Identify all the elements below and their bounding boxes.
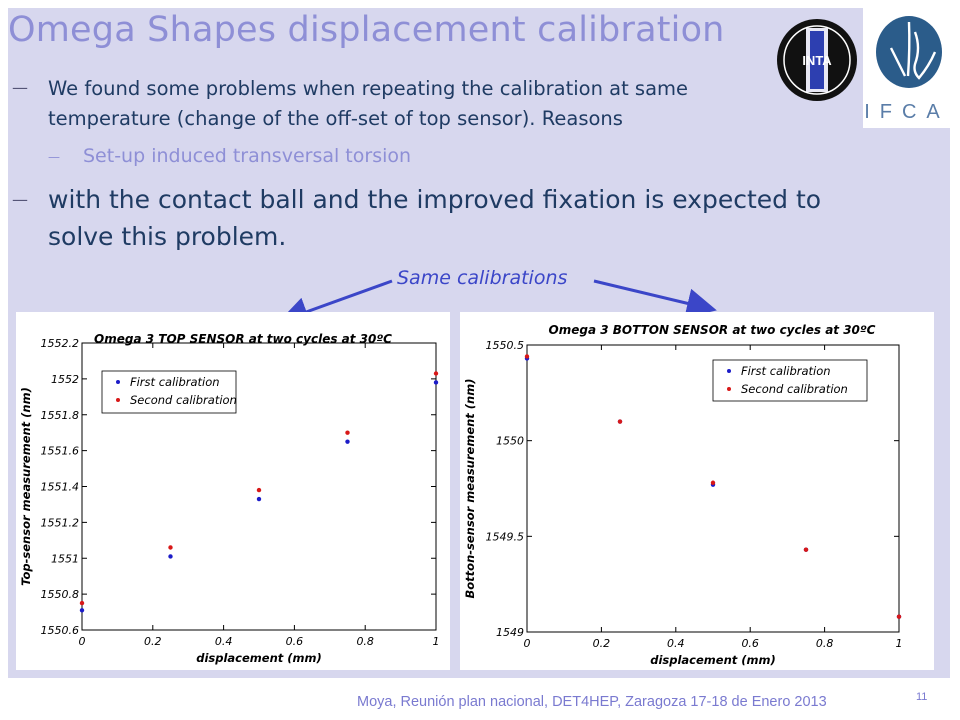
x-tick-label: 0.2: [593, 637, 611, 650]
ifca-logo-text: IFCA: [864, 101, 950, 123]
y-tick-label: 1550.8: [41, 588, 80, 601]
data-point-second: [617, 419, 623, 424]
footer-citation: Moya, Reunión plan nacional, DET4HEP, Za…: [357, 694, 827, 710]
slide-title: Omega Shapes displacement calibration: [8, 10, 725, 50]
data-point-first: [433, 380, 439, 385]
y-tick-label: 1551.2: [41, 516, 80, 529]
data-point-second: [896, 614, 902, 619]
y-axis-label: Botton-sensor measurement (nm): [463, 379, 477, 599]
bullet-marker: —: [12, 190, 28, 209]
page-number: 11: [916, 691, 928, 703]
y-tick-label: 1552: [51, 373, 79, 386]
x-tick-label: 0.6: [741, 637, 759, 650]
y-tick-label: 1551.4: [41, 481, 80, 494]
y-tick-label: 1550: [496, 435, 524, 448]
data-point-first: [168, 554, 173, 559]
data-point-second: [79, 600, 85, 606]
chart-title: Omega 3 TOP SENSOR at two cycles at 30ºC: [94, 332, 392, 346]
inta-logo-text: INTA: [802, 53, 832, 68]
bottom-sensor-chart: Omega 3 BOTTON SENSOR at two cycles at 3…: [463, 323, 903, 667]
x-tick-label: 0.2: [144, 635, 162, 648]
y-axis-label: Top-sensor measurement (nm): [19, 387, 33, 586]
data-point-first: [345, 439, 350, 444]
x-tick-label: 0.8: [356, 635, 374, 648]
legend-label: Second calibration: [130, 393, 237, 407]
x-tick-label: 1: [433, 635, 440, 648]
data-point-second: [803, 547, 809, 552]
ifca-logo: IFCA: [863, 8, 951, 128]
y-tick-label: 1551: [51, 552, 79, 565]
legend-label: Second calibration: [741, 382, 848, 396]
y-tick-label: 1550.6: [41, 624, 80, 637]
plot-frame: [526, 344, 900, 633]
y-tick-label: 1549: [496, 626, 524, 639]
x-tick-label: 0.8: [816, 637, 834, 650]
chart-panel-bottom-sensor: Omega 3 BOTTON SENSOR at two cycles at 3…: [460, 312, 934, 670]
data-point-second: [524, 354, 530, 359]
top-sensor-chart: Omega 3 TOP SENSOR at two cycles at 30ºC…: [19, 332, 440, 665]
data-point-first: [256, 496, 262, 502]
legend-marker: [116, 398, 120, 402]
legend-marker: [727, 369, 731, 373]
chart-panel-top-sensor: Omega 3 TOP SENSOR at two cycles at 30ºC…: [16, 312, 450, 670]
bullet-2-text: with the contact ball and the improved f…: [48, 185, 822, 251]
legend-box: [712, 359, 868, 402]
legend-box: [101, 370, 237, 414]
sub-bullet-text: Set-up induced transversal torsion: [83, 145, 412, 167]
data-point-second: [168, 545, 173, 550]
legend-label: First calibration: [741, 364, 831, 378]
arrow-right: [593, 279, 717, 319]
y-tick-label: 1551.6: [41, 445, 80, 458]
data-point-second: [433, 371, 439, 376]
y-tick-label: 1552.2: [41, 337, 80, 350]
bullet-1-text: We found some problems when repeating th…: [48, 77, 689, 130]
data-point-first: [79, 608, 85, 613]
x-tick-label: 0.4: [215, 635, 233, 648]
data-point-second: [256, 487, 262, 493]
annotation-label: Same calibrations: [397, 267, 568, 289]
data-point-second: [710, 480, 716, 485]
x-tick-label: 1: [896, 637, 903, 650]
chart-title: Omega 3 BOTTON SENSOR at two cycles at 3…: [549, 323, 876, 337]
y-tick-label: 1549.5: [486, 530, 525, 543]
y-tick-label: 1551.8: [41, 409, 80, 422]
x-tick-label: 0.6: [286, 635, 304, 648]
legend-label: First calibration: [130, 375, 220, 389]
x-tick-label: 0: [79, 635, 86, 648]
inta-logo: INTA: [777, 19, 857, 101]
legend-marker: [116, 380, 120, 384]
x-axis-label: displacement (mm): [196, 651, 322, 665]
sub-bullet-marker: —: [48, 150, 60, 164]
bullet-marker: —: [12, 78, 28, 97]
x-axis-label: displacement (mm): [650, 653, 776, 667]
x-tick-label: 0.4: [667, 637, 685, 650]
y-tick-label: 1550.5: [486, 339, 525, 352]
x-tick-label: 0: [524, 637, 531, 650]
data-point-second: [345, 430, 350, 435]
legend-marker: [727, 387, 731, 391]
